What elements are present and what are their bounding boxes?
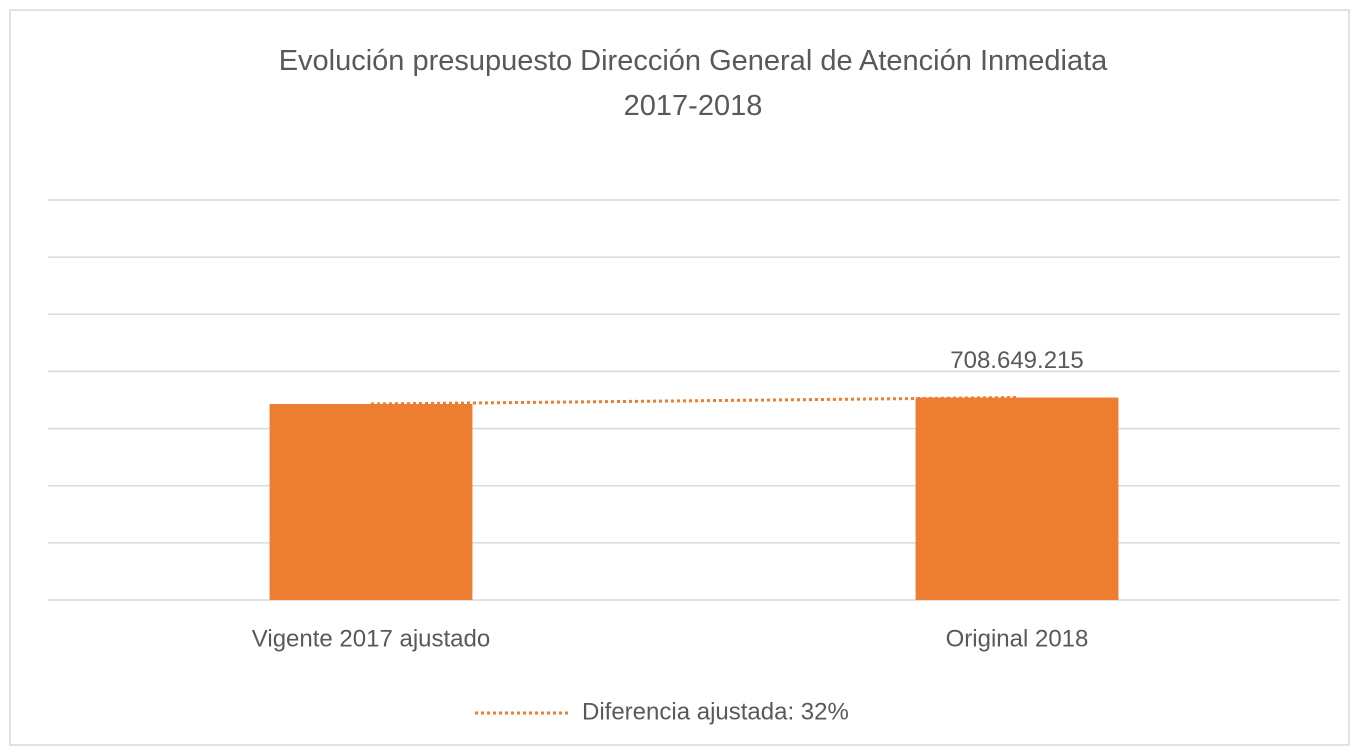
- x-tick-label: Original 2018: [946, 625, 1089, 652]
- bar: [915, 397, 1119, 600]
- title-line: 2017-2018: [624, 90, 763, 122]
- chart-border: [9, 9, 1350, 746]
- legend-label: Diferencia ajustada: 32%: [582, 698, 849, 725]
- x-tick-label: Vigente 2017 ajustado: [252, 625, 490, 652]
- bar: [269, 404, 473, 600]
- data-label: 708.649.215: [950, 347, 1083, 374]
- title-line: Evolución presupuesto Dirección General …: [279, 45, 1108, 77]
- chart-title: Evolución presupuesto Dirección General …: [279, 45, 1108, 122]
